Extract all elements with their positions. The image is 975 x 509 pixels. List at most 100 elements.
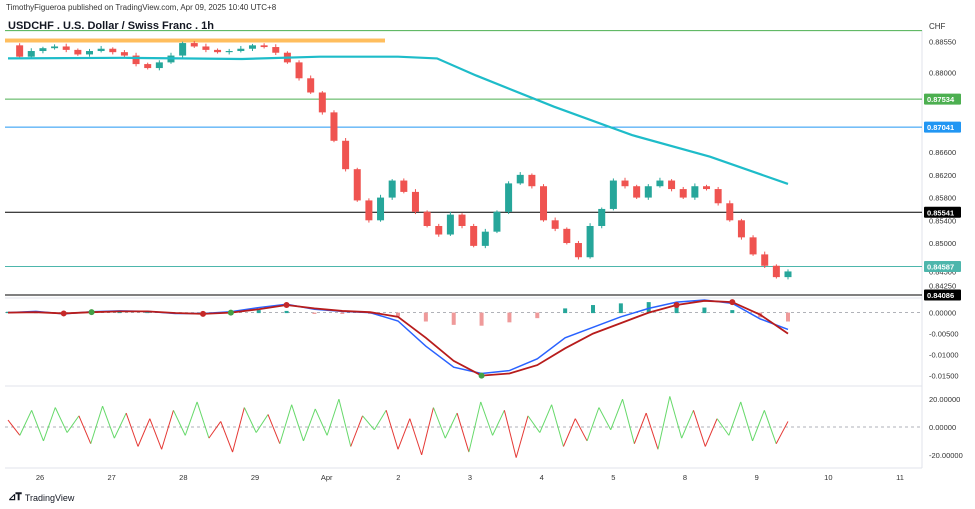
oscillator-segment [279, 404, 293, 444]
oscillator-segment [255, 414, 269, 433]
oscillator-segment [173, 410, 186, 436]
oscillator-segment [752, 410, 765, 442]
candle-body [260, 45, 268, 48]
macd-histogram-bar [451, 312, 456, 325]
oscillator-segment [267, 414, 281, 444]
candle-body [423, 211, 431, 226]
oscillator-segment [220, 421, 234, 453]
oscillator-segment [302, 408, 316, 442]
level-price-tag [924, 260, 961, 272]
macd-tick-label: -0.01500 [929, 372, 959, 381]
macd-histogram-bar [563, 308, 568, 314]
oscillator-segment [645, 412, 659, 450]
oscillator-segment [338, 399, 352, 447]
oscillator-segment [492, 410, 505, 436]
oscillator-segment [78, 415, 92, 444]
resistance-zone [5, 38, 385, 43]
macd-histogram-bar [730, 310, 735, 314]
oscillator-segment [137, 418, 151, 447]
candle-body [679, 189, 687, 198]
osc-tick-label: 20.00000 [929, 395, 960, 404]
macd-histogram-bar [507, 312, 512, 323]
macd-histogram-bar [618, 303, 623, 314]
candle-body [132, 55, 140, 65]
candle-body [365, 200, 373, 221]
candle-body [342, 140, 350, 170]
time-tick-label: 11 [896, 473, 904, 482]
oscillator-segment [196, 401, 210, 439]
candle-body [749, 237, 757, 255]
macd-cross-marker [478, 372, 485, 379]
symbol-title[interactable]: USDCHF . U.S. Dollar / Swiss Franc . 1h [8, 20, 214, 32]
candle-body [644, 186, 652, 198]
price-tick-label: 0.86600 [929, 148, 956, 157]
candle-body [74, 49, 82, 55]
candle-body [109, 48, 117, 53]
price-tick-label: 0.88550 [929, 37, 956, 46]
time-tick-label: 2 [396, 473, 400, 482]
currency-label: CHF [929, 22, 946, 31]
time-tick-label: Apr [321, 473, 333, 482]
oscillator-segment [562, 418, 576, 447]
candle-body [540, 186, 548, 221]
candle-body [307, 78, 315, 93]
macd-histogram-bar [479, 312, 484, 326]
oscillator-segment [291, 404, 304, 442]
macd-histogram-bar [256, 310, 261, 314]
oscillator-segment [409, 418, 423, 456]
candle-body [377, 197, 385, 221]
candle-body [353, 169, 361, 201]
candle-body [318, 92, 326, 113]
macd-histogram-bar [423, 312, 428, 322]
candles-group [16, 40, 792, 280]
tradingview-logo-icon: ⊿𝐓 [8, 492, 22, 503]
macd-histogram-bar [284, 310, 289, 314]
macd-cross-marker [283, 302, 290, 309]
tradingview-brand[interactable]: ⊿𝐓 TradingView [8, 492, 74, 503]
candle-body [598, 208, 606, 226]
brand-label: TradingView [24, 492, 75, 503]
level-price-label: 0.87534 [927, 95, 955, 104]
oscillator-segment [692, 410, 706, 447]
time-tick-label: 26 [36, 473, 44, 482]
candle-body [516, 174, 524, 184]
osc-tick-label: -20.00000 [929, 451, 963, 460]
price-tick-label: 0.84250 [929, 282, 956, 291]
oscillator-segment [113, 412, 127, 439]
oscillator-segment [586, 407, 600, 442]
oscillator-segment [574, 418, 588, 442]
candle-body [621, 180, 629, 187]
oscillator-segment [208, 421, 222, 439]
price-tick-label: 0.86200 [929, 171, 956, 180]
oscillator-segment [704, 418, 718, 447]
level-price-tag [924, 93, 961, 105]
oscillator-segment [716, 418, 730, 436]
oscillator-segment [444, 412, 458, 439]
published-caption: TimothyFigueroa published on TradingView… [6, 3, 277, 12]
macd-tick-label: -0.00500 [929, 330, 959, 339]
time-tick-label: 27 [107, 473, 115, 482]
time-tick-label: 28 [179, 473, 187, 482]
candle-body [225, 51, 233, 53]
candle-body [202, 46, 210, 50]
oscillator-segment [515, 415, 529, 458]
candle-body [435, 225, 443, 235]
candle-body [609, 180, 617, 209]
oscillator-segment [657, 396, 671, 450]
candle-body [481, 231, 489, 246]
oscillator-segment [527, 415, 541, 433]
oscillator-segment [681, 410, 694, 439]
candle-body [656, 180, 664, 187]
candle-body [62, 46, 70, 50]
oscillator-segment [102, 405, 115, 439]
candle-body [400, 180, 408, 192]
oscillator-segment [551, 404, 564, 447]
macd-cross-marker [729, 299, 736, 306]
candle-body [190, 43, 198, 47]
macd-tick-label: 0.00000 [929, 309, 956, 318]
oscillator-segment [456, 412, 470, 453]
candle-body [668, 180, 676, 190]
candle-body [772, 265, 780, 278]
candle-body [737, 220, 745, 238]
